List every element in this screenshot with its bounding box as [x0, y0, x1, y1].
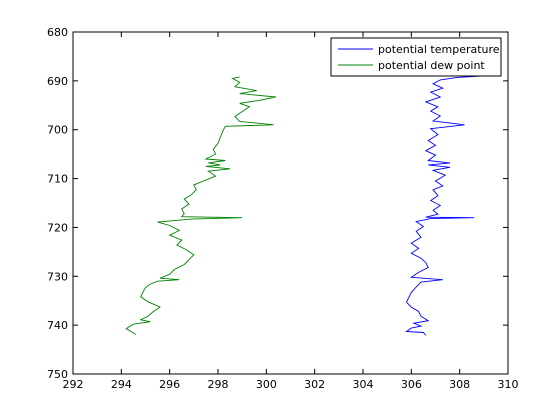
legend-label-0: potential temperature	[378, 43, 500, 56]
series-line-potential-dew-point	[125, 76, 277, 335]
x-tick-label-3: 298	[208, 378, 229, 391]
y-tick-label-1: 690	[47, 75, 68, 88]
y-tick-label-3: 710	[47, 173, 68, 186]
x-tick-label-6: 304	[353, 378, 374, 391]
y-tick-label-4: 720	[47, 221, 68, 234]
x-tick-label-8: 308	[449, 378, 470, 391]
x-tick-label-2: 296	[159, 378, 180, 391]
plot-area	[72, 31, 509, 375]
x-tick-label-0: 292	[63, 378, 84, 391]
y-tick-label-5: 730	[47, 270, 68, 283]
series-line-potential-temperature	[405, 75, 482, 336]
axis-tick-labels: 292 294 296 298 300 302 304 306 308 310 680 690 700 7…	[47, 26, 519, 391]
x-tick-label-7: 306	[401, 378, 422, 391]
axis-ticks	[72, 31, 509, 375]
legend-label-1: potential dew point	[378, 59, 485, 72]
x-tick-label-1: 294	[111, 378, 132, 391]
x-tick-label-9: 310	[498, 378, 519, 391]
y-tick-label-7: 750	[47, 368, 68, 381]
series-layer	[125, 75, 482, 336]
y-tick-label-2: 700	[47, 124, 68, 137]
legend-box	[330, 37, 502, 77]
x-tick-label-5: 302	[304, 378, 325, 391]
x-tick-label-4: 300	[256, 378, 277, 391]
y-tick-label-6: 740	[47, 319, 68, 332]
y-tick-label-0: 680	[47, 26, 68, 39]
legend: potential temperature potential dew point	[330, 37, 502, 77]
